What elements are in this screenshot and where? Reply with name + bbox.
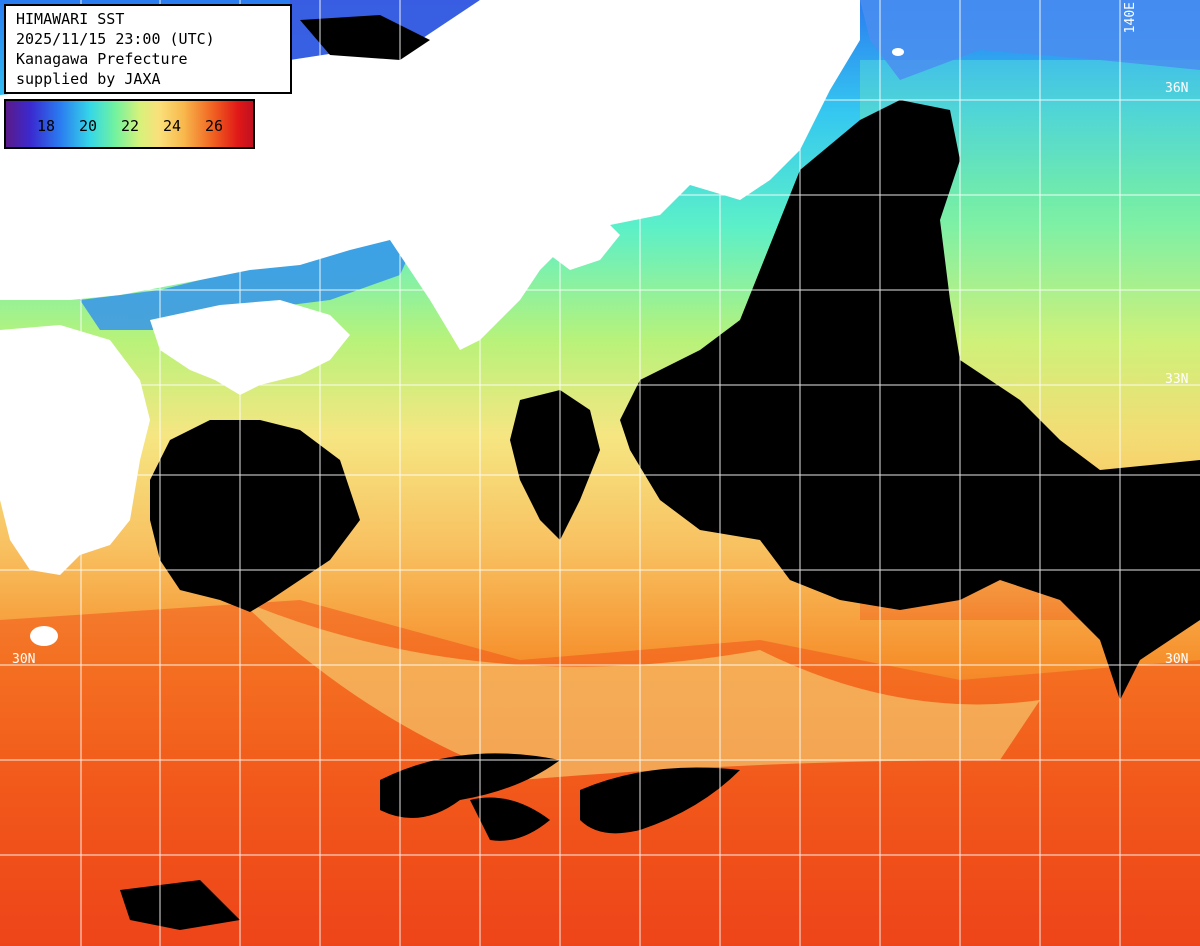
cloud-east <box>620 100 1200 700</box>
cold-water-northeast <box>860 0 1200 80</box>
cold-water-inland-sea <box>80 230 420 330</box>
grid-label-lat-30-left: 30N <box>12 652 36 667</box>
info-box: HIMAWARI SST 2025/11/15 23:00 (UTC) Kana… <box>4 4 292 94</box>
cloud-streak-2 <box>580 767 740 834</box>
cloud-northwest <box>300 15 430 60</box>
legend-label-24: 24 <box>163 117 182 135</box>
grid-label-lat-33-right: 33N <box>1165 372 1189 387</box>
legend-label-20: 20 <box>79 117 98 135</box>
grid-label-lat-33-left: 33 <box>14 372 30 387</box>
legend-label-26: 26 <box>205 117 224 135</box>
cloud-masks <box>120 15 1200 930</box>
land-island-south <box>30 626 58 646</box>
cloud-streak-1 <box>380 753 560 818</box>
cloud-west <box>150 420 360 612</box>
cloud-southwest <box>120 880 240 930</box>
legend-label-18: 18 <box>37 117 56 135</box>
color-legend: 18 20 22 24 26 <box>4 99 255 149</box>
cloud-streak-3 <box>470 797 550 841</box>
land-kyushu <box>0 325 150 575</box>
product-title: HIMAWARI SST <box>16 10 125 28</box>
timestamp: 2025/11/15 23:00 (UTC) <box>16 30 215 48</box>
data-source: supplied by JAXA <box>16 70 161 88</box>
grid-label-lon-140: 140E <box>1123 2 1138 34</box>
grid-label-lat-36: 36N <box>1165 81 1189 96</box>
legend-label-22: 22 <box>121 117 140 135</box>
grid-label-lon-136: 136E <box>483 2 498 34</box>
grid-label-lat-30-right: 30N <box>1165 652 1189 667</box>
land-island-izu <box>892 48 904 56</box>
land-shikoku <box>150 300 350 395</box>
cloud-central <box>510 390 600 540</box>
publisher: Kanagawa Prefecture <box>16 50 188 68</box>
